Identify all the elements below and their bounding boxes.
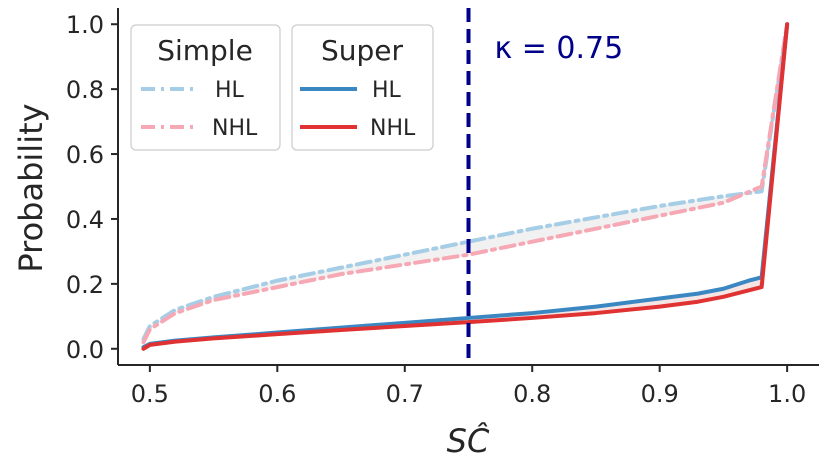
series-line-super-nhl [141,22,790,351]
legend-super-hl-label: HL [372,78,402,103]
y-axis-title: Probability [12,103,50,272]
legend-super-nhl-label: NHL [370,116,416,141]
y-tick-label: 0.2 [66,271,104,299]
x-tick-label: 0.6 [258,380,296,408]
x-tick-label: 0.7 [386,380,424,408]
legend-super-title: Super [321,34,404,67]
y-tick-label: 0.6 [66,141,104,169]
threshold-label: κ = 0.75 [495,31,624,66]
series-line-simple-nhl [141,22,790,345]
legend-simple-title: Simple [157,34,253,67]
legend-simple: Simple HL NHL [130,24,281,151]
y-tick-label: 0.0 [66,336,104,364]
x-tick-label: 1.0 [768,380,806,408]
x-axis-title: SĈ [447,421,490,460]
tick-layer: 0.5 0.6 0.7 0.8 0.9 1.0 0.0 0.2 0.4 0.6 0.8 1.0 [66,11,806,408]
x-tick-label: 0.9 [641,380,679,408]
x-tick-label: 0.5 [131,380,169,408]
series-layer [141,22,790,351]
legend-simple-hl-label: HL [215,78,245,103]
legend-simple-nhl-label: NHL [212,116,258,141]
y-tick-label: 0.4 [66,206,104,234]
y-tick-label: 0.8 [66,76,104,104]
y-tick-label: 1.0 [66,11,104,39]
series-line-simple-hl [141,22,790,342]
legend-super: Super HL NHL [291,24,434,151]
x-tick-label: 0.8 [513,380,551,408]
